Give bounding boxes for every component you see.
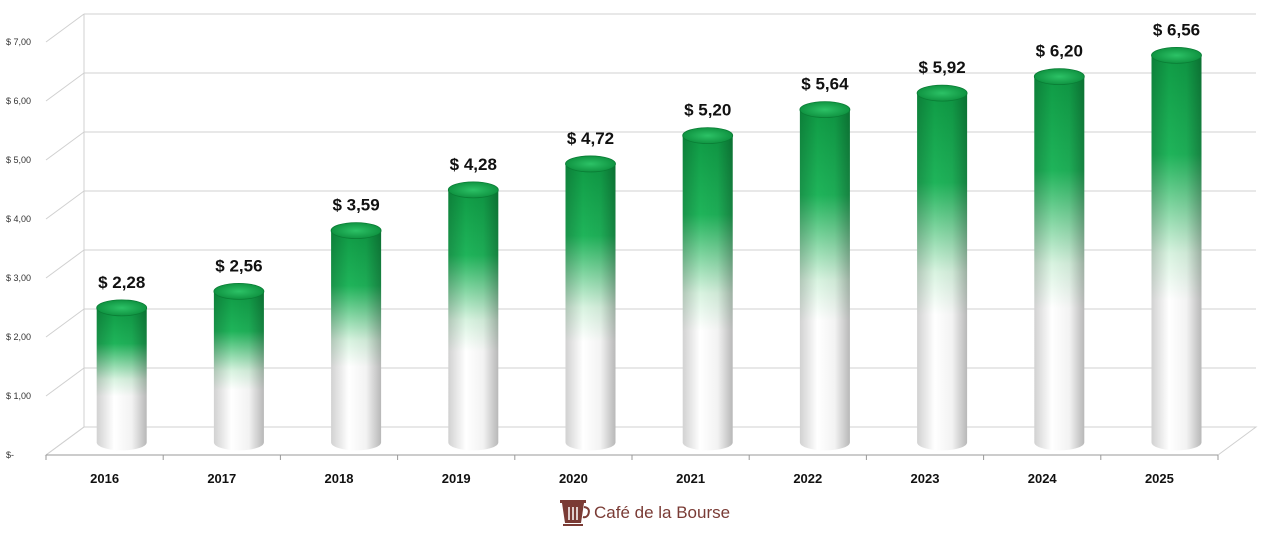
bar-shading bbox=[96, 307, 147, 451]
data-label: $ 2,28 bbox=[98, 273, 145, 292]
y-tick-label: $ 7,00 bbox=[6, 37, 31, 47]
bar-shading bbox=[213, 291, 264, 451]
gridline-side bbox=[45, 249, 85, 279]
bar-top bbox=[1151, 46, 1202, 64]
data-label: $ 6,20 bbox=[1036, 42, 1083, 61]
bar-shading bbox=[331, 230, 382, 451]
x-tick-label: 2016 bbox=[90, 471, 119, 486]
gridline-side bbox=[45, 308, 85, 338]
data-label: $ 2,56 bbox=[215, 256, 262, 275]
bar bbox=[916, 84, 968, 451]
data-label: $ 3,59 bbox=[332, 196, 379, 215]
x-tick-label: 2023 bbox=[911, 471, 940, 486]
gridline-side bbox=[45, 190, 85, 220]
bar bbox=[565, 155, 616, 451]
footer: Café de la Bourse bbox=[560, 500, 730, 526]
coffee-cup-icon bbox=[560, 500, 590, 526]
bar-shading bbox=[448, 189, 499, 451]
bar-top bbox=[1033, 68, 1085, 85]
bar bbox=[799, 101, 851, 451]
x-tick-label: 2022 bbox=[793, 471, 822, 486]
data-label: $ 5,20 bbox=[684, 101, 731, 120]
data-label: $ 5,92 bbox=[918, 58, 965, 77]
bar-shading bbox=[565, 163, 616, 451]
x-tick-label: 2025 bbox=[1145, 471, 1174, 486]
y-tick-label: $ 1,00 bbox=[6, 391, 31, 401]
x-tick-label: 2017 bbox=[207, 471, 236, 486]
bar-top bbox=[213, 282, 265, 300]
y-tick-label: $ 5,00 bbox=[6, 155, 31, 165]
bar-top bbox=[799, 101, 851, 119]
x-tick-label: 2021 bbox=[676, 471, 705, 486]
bar-top bbox=[565, 155, 616, 173]
data-label: $ 4,72 bbox=[567, 129, 614, 148]
y-tick-label: $- bbox=[6, 450, 14, 460]
bar-top bbox=[682, 127, 734, 145]
bar bbox=[213, 282, 265, 451]
bar-top bbox=[447, 181, 499, 199]
bar bbox=[96, 299, 148, 451]
bar-top bbox=[916, 84, 968, 102]
gridline-side bbox=[45, 131, 85, 161]
x-tick-label: 2019 bbox=[442, 471, 471, 486]
bar-shading bbox=[1151, 55, 1202, 451]
x-tick-label: 2024 bbox=[1028, 471, 1058, 486]
bar-shading bbox=[1034, 76, 1085, 451]
y-tick-label: $ 6,00 bbox=[6, 96, 31, 106]
bar-top bbox=[330, 222, 382, 239]
brand-name: Café de la Bourse bbox=[594, 503, 730, 522]
data-label: $ 4,28 bbox=[450, 155, 497, 174]
bar bbox=[682, 127, 734, 451]
y-tick-label: $ 4,00 bbox=[6, 214, 31, 224]
bar-top bbox=[96, 299, 148, 317]
bar bbox=[1033, 68, 1085, 451]
bar bbox=[330, 222, 382, 451]
data-label: $ 5,64 bbox=[801, 75, 849, 94]
bar-shading bbox=[917, 93, 968, 451]
gridline-side bbox=[45, 72, 85, 102]
data-label: $ 6,56 bbox=[1153, 20, 1200, 39]
x-tick-label: 2018 bbox=[325, 471, 354, 486]
gridline-side bbox=[45, 367, 85, 397]
bar-shading bbox=[799, 109, 850, 451]
y-tick-label: $ 2,00 bbox=[6, 332, 31, 342]
gridline-side bbox=[45, 13, 85, 43]
bar-shading bbox=[682, 135, 733, 451]
bar bbox=[447, 181, 499, 451]
x-tick-label: 2020 bbox=[559, 471, 588, 486]
bar bbox=[1151, 46, 1202, 451]
y-tick-label: $ 3,00 bbox=[6, 273, 31, 283]
